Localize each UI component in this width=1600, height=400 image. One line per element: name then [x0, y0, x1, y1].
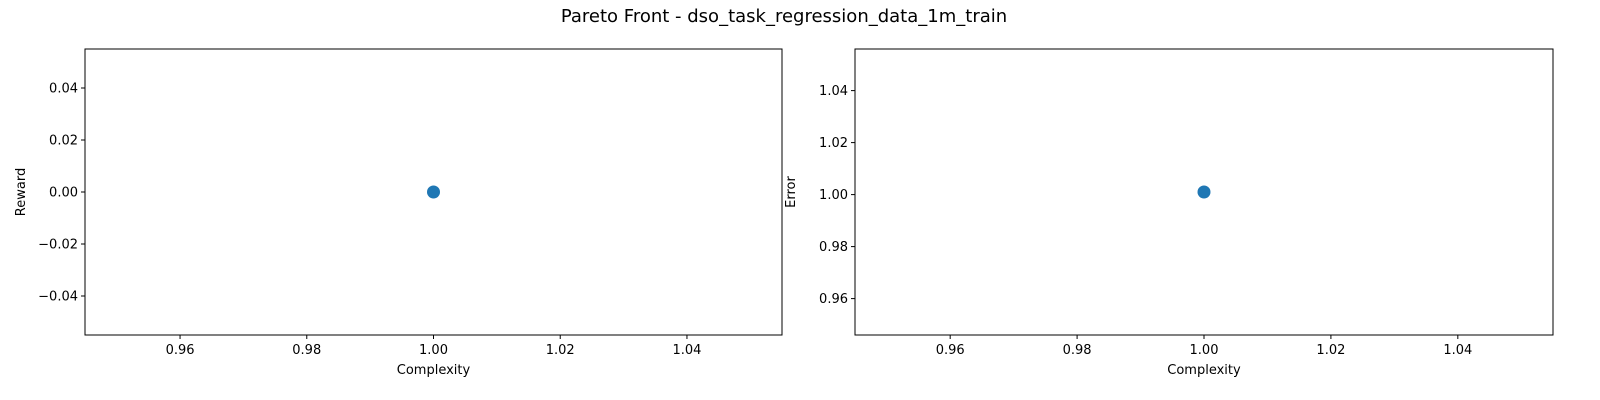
reward-xtick-label: 1.00	[419, 343, 448, 358]
reward-data-point	[427, 185, 440, 199]
error-xtick-label: 1.04	[1443, 343, 1472, 358]
error-panel: 0.96 0.98 1.00 1.02 1.04 0.96 0.98 1.00 1.02 1.04…	[784, 48, 1554, 378]
error-ylabel: Error	[784, 176, 799, 208]
error-ytick-label: 1.04	[819, 84, 848, 99]
error-xlabel: Complexity	[1167, 363, 1241, 378]
error-xtick-label: 0.96	[936, 343, 965, 358]
error-xtick-label: 1.00	[1190, 343, 1219, 358]
reward-ylabel: Reward	[14, 168, 29, 216]
error-ytick-label: 0.96	[819, 292, 848, 307]
reward-xtick-label: 0.96	[166, 343, 195, 358]
reward-ytick-label: 0.04	[49, 82, 78, 97]
reward-xlabel: Complexity	[397, 363, 471, 378]
figure-title: Pareto Front - dso_task_regression_data_…	[561, 6, 1007, 27]
error-xtick-label: 0.98	[1063, 343, 1092, 358]
subplots: 0.96 0.98 1.00 1.02 1.04 −0.04 −0.02 0.00 0.02 0.…	[14, 48, 1554, 378]
reward-ytick-label: 0.00	[49, 186, 78, 201]
reward-xtick-label: 0.98	[292, 343, 321, 358]
reward-ytick-label: 0.02	[49, 134, 78, 149]
error-data-point	[1197, 185, 1211, 199]
error-xtick-label: 1.02	[1316, 343, 1345, 358]
error-ytick-label: 1.00	[819, 188, 848, 203]
reward-xtick-label: 1.04	[672, 343, 701, 358]
reward-ytick-label: −0.02	[38, 238, 78, 253]
reward-ytick-label: −0.04	[38, 290, 78, 305]
error-ytick-label: 0.98	[819, 240, 848, 255]
reward-xtick-label: 1.02	[546, 343, 575, 358]
reward-panel: 0.96 0.98 1.00 1.02 1.04 −0.04 −0.02 0.00 0.02 0.…	[14, 48, 783, 378]
error-ytick-label: 1.02	[819, 136, 848, 151]
